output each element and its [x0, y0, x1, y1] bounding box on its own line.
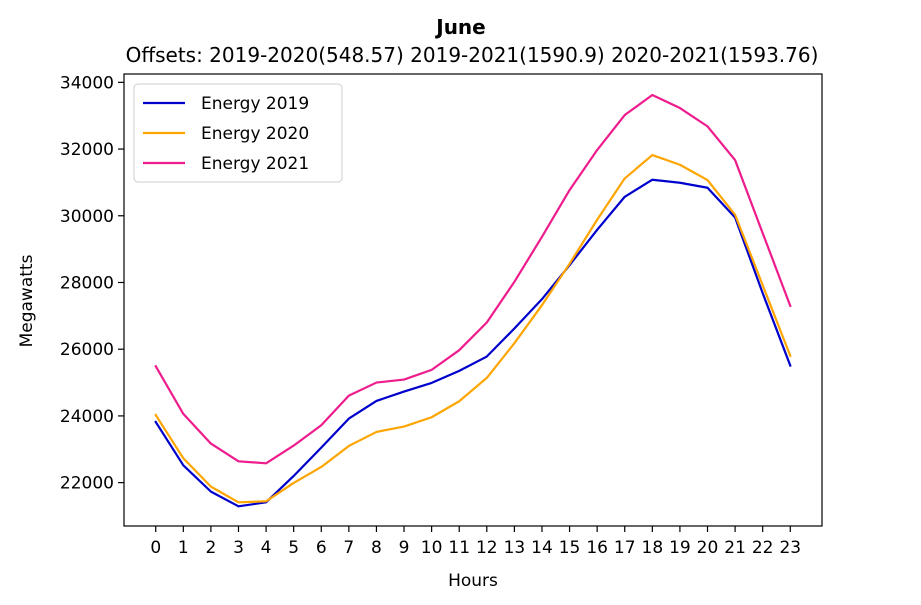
- x-tick-label: 15: [559, 538, 581, 558]
- y-tick-label: 34000: [60, 73, 114, 93]
- y-tick-label: 22000: [60, 474, 114, 494]
- x-tick-label: 1: [178, 538, 189, 558]
- legend: Energy 2019 Energy 2020 Energy 2021: [133, 83, 343, 183]
- series-line-energy-2020: [154, 153, 792, 504]
- x-tick-label: 14: [531, 538, 553, 558]
- x-tick-label: 19: [669, 538, 691, 558]
- x-tick-label: 7: [343, 538, 354, 558]
- plot-frame: [123, 73, 823, 527]
- y-tick-label: 24000: [60, 407, 114, 427]
- legend-label: Energy 2020: [201, 124, 309, 144]
- series-line-energy-2019: [154, 178, 792, 508]
- x-tick-label: 11: [448, 538, 470, 558]
- x-tick-label: 13: [504, 538, 526, 558]
- x-tick-label: 16: [586, 538, 608, 558]
- x-axis-label: Hours: [448, 571, 498, 591]
- x-tick-label: 20: [697, 538, 719, 558]
- x-tick-label: 18: [642, 538, 664, 558]
- y-tick-label: 26000: [60, 340, 114, 360]
- x-tick-label: 0: [150, 538, 161, 558]
- legend-label: Energy 2019: [201, 94, 309, 114]
- legend-box: [133, 83, 343, 183]
- chart-subtitle: Offsets: 2019-2020(548.57) 2019-2021(159…: [126, 43, 819, 67]
- y-tick-label: 30000: [60, 207, 114, 227]
- y-tick-label: 28000: [60, 273, 114, 293]
- plot-area: [154, 93, 792, 508]
- x-tick-label: 23: [779, 538, 801, 558]
- x-tick-label: 9: [399, 538, 410, 558]
- x-tick-label: 17: [614, 538, 636, 558]
- chart-title: June: [434, 15, 485, 39]
- y-axis: 22000 24000 26000 28000 30000 32000 34000: [60, 73, 124, 494]
- x-axis: 0 1 2 3 4 5 6 7 8 9 10 11 12 13 14 15 16 17 18 19 20 21 22 23: [150, 526, 801, 558]
- x-tick-label: 5: [288, 538, 299, 558]
- x-tick-label: 22: [752, 538, 774, 558]
- series-line-energy-2021: [154, 93, 792, 465]
- x-tick-label: 4: [261, 538, 272, 558]
- x-tick-label: 8: [371, 538, 382, 558]
- x-tick-label: 3: [233, 538, 244, 558]
- x-tick-label: 6: [316, 538, 327, 558]
- legend-label: Energy 2021: [201, 154, 309, 174]
- x-tick-label: 10: [421, 538, 443, 558]
- y-axis-label: Megawatts: [17, 254, 37, 347]
- x-tick-label: 21: [724, 538, 746, 558]
- x-tick-label: 12: [476, 538, 498, 558]
- y-tick-label: 32000: [60, 140, 114, 160]
- x-tick-label: 2: [205, 538, 216, 558]
